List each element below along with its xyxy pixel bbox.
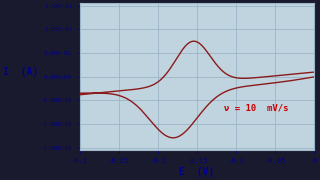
Text: ν = 10  mV/s: ν = 10 mV/s	[224, 104, 289, 113]
X-axis label: E  (V): E (V)	[180, 166, 215, 177]
Y-axis label: I  (A): I (A)	[4, 67, 39, 77]
